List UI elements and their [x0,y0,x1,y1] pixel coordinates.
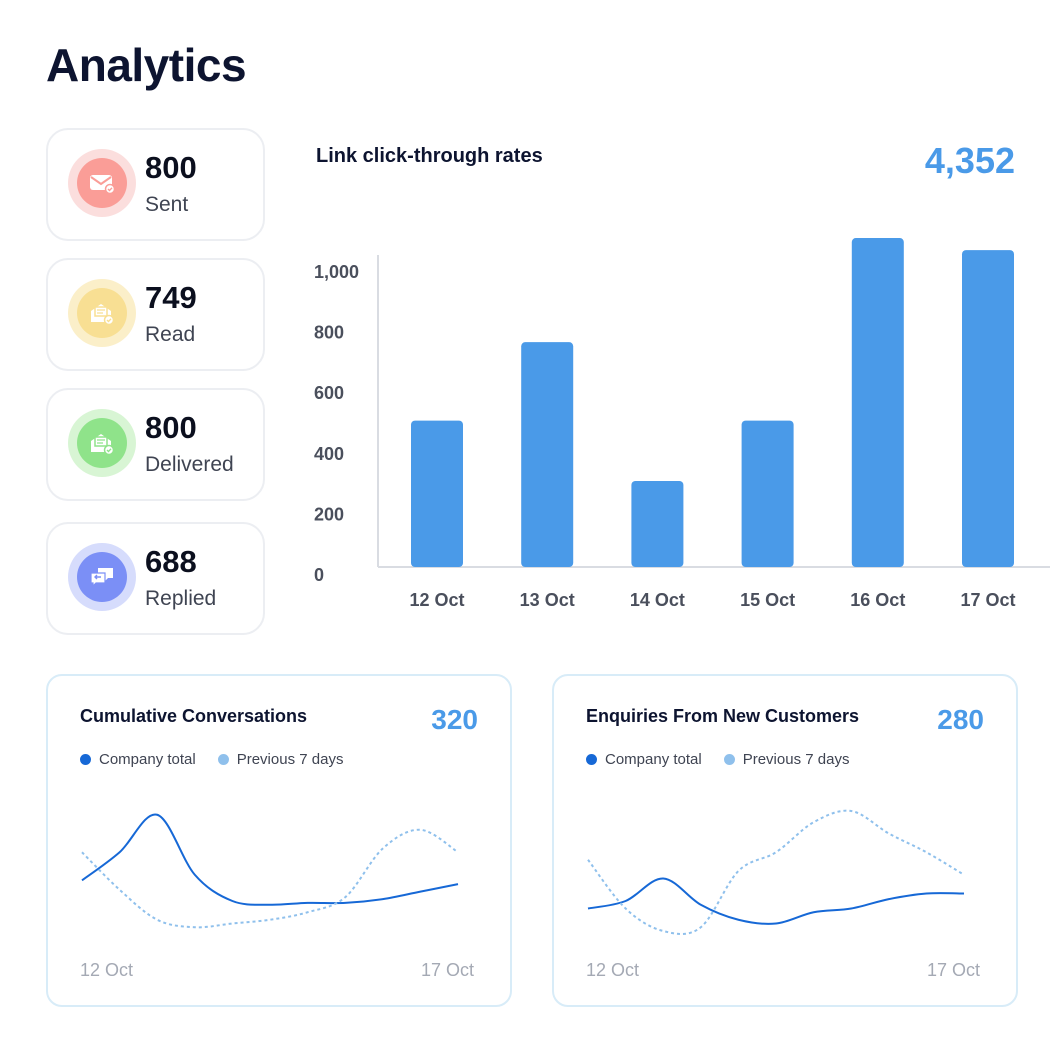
envelope-icon [77,158,127,208]
bar-16-oct[interactable] [851,238,904,567]
bar-12-oct[interactable] [411,420,463,567]
bar-14-oct[interactable] [631,480,684,567]
bar-17-oct[interactable] [962,250,1014,567]
card-total: 320 [431,704,478,735]
x-tick-label: 15 Oct [740,590,795,610]
chart-legend: Company total Previous 7 days [586,751,871,768]
conversations-line-chart [81,813,459,929]
link-chart-title: Link click-through rates [316,145,543,167]
company-total-line [81,813,459,906]
stat-value: 688 [145,544,197,579]
stat-icon-ring [68,543,136,611]
company-total-line [587,877,965,925]
legend-dot [723,754,735,765]
x-axis-start-label: 12 Oct [586,960,640,980]
stat-label: Sent [145,193,189,216]
stat-icon-ring [68,409,136,477]
legend-item-previous: Previous 7 days [723,751,850,768]
stat-label: Delivered [145,453,234,476]
x-axis-end-label: 17 Oct [926,960,980,980]
stat-label: Read [145,323,196,346]
card-total: 280 [937,704,984,735]
chart-legend: Company total Previous 7 days [80,751,365,768]
stat-label: Replied [145,587,217,610]
y-tick-label: 800 [314,323,344,343]
x-tick-label: 17 Oct [960,590,1015,610]
legend-label: Company total [605,751,702,768]
x-axis-start-label: 12 Oct [80,960,134,980]
stat-card-delivered[interactable]: 800 Delivered [46,388,265,501]
legend-item-previous: Previous 7 days [217,751,344,768]
cumulative-conversations-card[interactable]: Cumulative Conversations 320 Company tot… [46,674,512,1007]
link-chart-total: 4,352 [924,140,1015,181]
delivered-envelope-icon [77,418,127,468]
enquiries-line-chart [587,809,965,936]
previous-7-days-line [587,809,965,936]
x-axis-end-label: 17 Oct [420,960,474,980]
x-tick-label: 16 Oct [850,590,905,610]
bar-15-oct[interactable] [741,420,794,567]
y-tick-label: 600 [314,383,344,403]
x-tick-label: 12 Oct [409,590,464,610]
open-envelope-icon [77,288,127,338]
stat-card-replied[interactable]: 688 Replied [46,522,265,635]
previous-7-days-line [81,828,459,929]
page-title: Analytics [46,39,247,91]
stat-icon-ring [68,279,136,347]
stat-icon-ring [68,149,136,217]
y-tick-label: 400 [314,444,344,464]
link-clickthrough-bar-chart: 0 200 400 600 800 1,000 12 Oct 13 Oct 14 Oct 15 O… [314,238,1050,610]
legend-label: Previous 7 days [236,751,344,768]
stat-value: 800 [145,410,197,445]
legend-dot [80,754,91,765]
card-title: Enquiries From New Customers [586,706,860,726]
stat-value: 749 [145,280,197,315]
bar-13-oct[interactable] [521,342,574,567]
y-tick-label: 1,000 [314,262,359,282]
reply-chat-icon [77,552,127,602]
x-tick-label: 13 Oct [520,590,575,610]
stat-card-sent[interactable]: 800 Sent [46,128,265,241]
x-tick-label: 14 Oct [630,590,685,610]
stat-card-read[interactable]: 749 Read [46,258,265,371]
legend-dot [586,754,597,765]
y-tick-label: 0 [314,565,324,585]
card-title: Cumulative Conversations [80,706,308,726]
legend-dot [217,754,229,765]
legend-item-company: Company total [586,751,702,768]
legend-label: Previous 7 days [742,751,850,768]
legend-label: Company total [99,751,196,768]
stat-value: 800 [145,150,197,185]
enquiries-card[interactable]: Enquiries From New Customers 280 Company… [552,674,1018,1007]
legend-item-company: Company total [80,751,196,768]
y-tick-label: 200 [314,504,344,524]
